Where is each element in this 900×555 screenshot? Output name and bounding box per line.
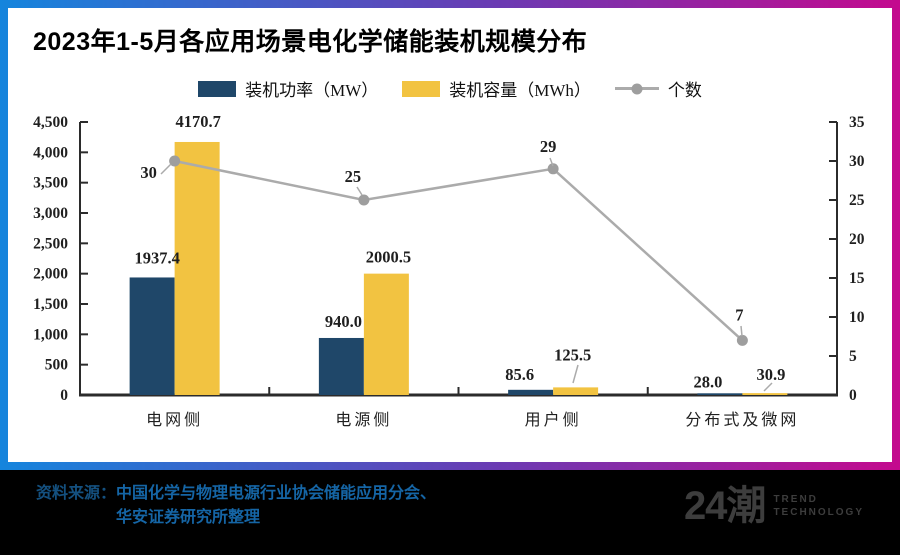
count-value-label: 29 <box>540 137 557 156</box>
capacity-bar <box>742 393 788 395</box>
source-line-1: 中国化学与物理电源行业协会储能应用分会、 <box>116 485 437 502</box>
logo-text: TREND TECHNOLOGY <box>773 494 864 518</box>
power-bar <box>697 393 743 395</box>
count-marker <box>547 163 559 175</box>
logo-mark: 24潮 <box>683 484 766 528</box>
count-leader <box>356 186 363 196</box>
chart-canvas: 4,500 4,000 3,500 3,000 2,500 2,000 1,500 1,000… <box>33 112 865 429</box>
left-tick-label: 0 <box>60 387 68 404</box>
footer: 资料来源： 中国化学与物理电源行业协会储能应用分会、 华安证券研究所整理 24潮… <box>0 470 900 555</box>
source-note: 资料来源： 中国化学与物理电源行业协会储能应用分会、 华安证券研究所整理 <box>36 482 436 530</box>
label-leader <box>763 382 773 392</box>
power-bar <box>318 337 364 395</box>
capacity-value-label: 125.5 <box>554 345 591 364</box>
category-label: 电网侧 <box>146 411 203 429</box>
left-tick-label: 3,500 <box>33 175 68 192</box>
right-tick-label: 5 <box>849 348 857 365</box>
brand-logo: 24潮 TREND TECHNOLOGY <box>684 484 864 528</box>
power-bar <box>508 389 554 395</box>
left-tick-label: 1,000 <box>33 326 68 343</box>
right-tick-label: 0 <box>849 387 857 404</box>
legend-label-count: 个数 <box>667 81 702 100</box>
left-tick-label: 4,500 <box>33 114 68 131</box>
source-label: 资料来源： <box>36 485 117 502</box>
left-tick-label: 2,000 <box>33 266 68 283</box>
capacity-bar <box>174 141 220 395</box>
source-line-2: 华安证券研究所整理 <box>116 509 261 526</box>
count-value-label: 7 <box>735 305 743 324</box>
right-tick-label: 15 <box>849 270 865 287</box>
label-leader <box>572 364 579 384</box>
chart-legend: 装机功率（MW） 装机容量（MWh） 个数 <box>8 76 892 101</box>
left-tick-label: 3,000 <box>33 205 68 222</box>
count-marker <box>358 194 370 206</box>
legend-item-capacity: 装机容量（MWh） <box>402 76 591 101</box>
power-swatch-icon <box>198 80 237 97</box>
power-value-label: 28.0 <box>693 372 722 391</box>
source-lines: 中国化学与物理电源行业协会储能应用分会、 华安证券研究所整理 <box>116 482 436 530</box>
power-value-label: 85.6 <box>505 365 534 384</box>
count-leader <box>160 163 172 175</box>
count-line <box>174 159 744 342</box>
capacity-value-label: 4170.7 <box>175 112 220 131</box>
capacity-bar <box>363 273 409 395</box>
right-tick-label: 25 <box>849 192 865 209</box>
power-value-label: 940.0 <box>325 312 362 331</box>
left-tick-label: 500 <box>45 357 69 374</box>
category-label: 分布式及微网 <box>685 411 799 429</box>
count-leader <box>549 157 554 167</box>
chart-card-frame: 2023年1-5月各应用场景电化学储能装机规模分布 装机功率（MW） 装机容量（… <box>0 0 900 470</box>
count-value-label: 25 <box>345 167 362 186</box>
count-value-label: 30 <box>140 163 157 182</box>
count-leader <box>740 325 743 337</box>
capacity-swatch-icon <box>402 80 441 97</box>
count-line-marker-icon <box>614 83 659 94</box>
count-marker <box>736 334 748 346</box>
left-tick-label: 1,500 <box>33 296 68 313</box>
legend-label-capacity: 装机容量（MWh） <box>449 81 591 100</box>
chart-title: 2023年1-5月各应用场景电化学储能装机规模分布 <box>33 28 588 56</box>
power-value-label: 1937.4 <box>134 248 179 267</box>
chart-card: 2023年1-5月各应用场景电化学储能装机规模分布 装机功率（MW） 装机容量（… <box>8 8 892 462</box>
power-bar <box>129 277 175 395</box>
count-marker <box>169 155 181 167</box>
left-tick-label: 2,500 <box>33 235 68 252</box>
category-label: 电源侧 <box>335 411 392 429</box>
right-tick-label: 10 <box>849 309 865 326</box>
legend-label-power: 装机功率（MW） <box>245 81 379 100</box>
legend-item-count: 个数 <box>614 76 702 101</box>
right-tick-label: 35 <box>849 114 865 131</box>
right-tick-label: 30 <box>849 153 865 170</box>
capacity-bar <box>553 387 599 395</box>
capacity-value-label: 30.9 <box>756 365 785 384</box>
legend-item-power: 装机功率（MW） <box>198 76 378 101</box>
capacity-value-label: 2000.5 <box>366 248 411 267</box>
right-tick-label: 20 <box>849 231 865 248</box>
left-tick-label: 4,000 <box>33 144 68 161</box>
category-label: 用户侧 <box>525 411 582 429</box>
